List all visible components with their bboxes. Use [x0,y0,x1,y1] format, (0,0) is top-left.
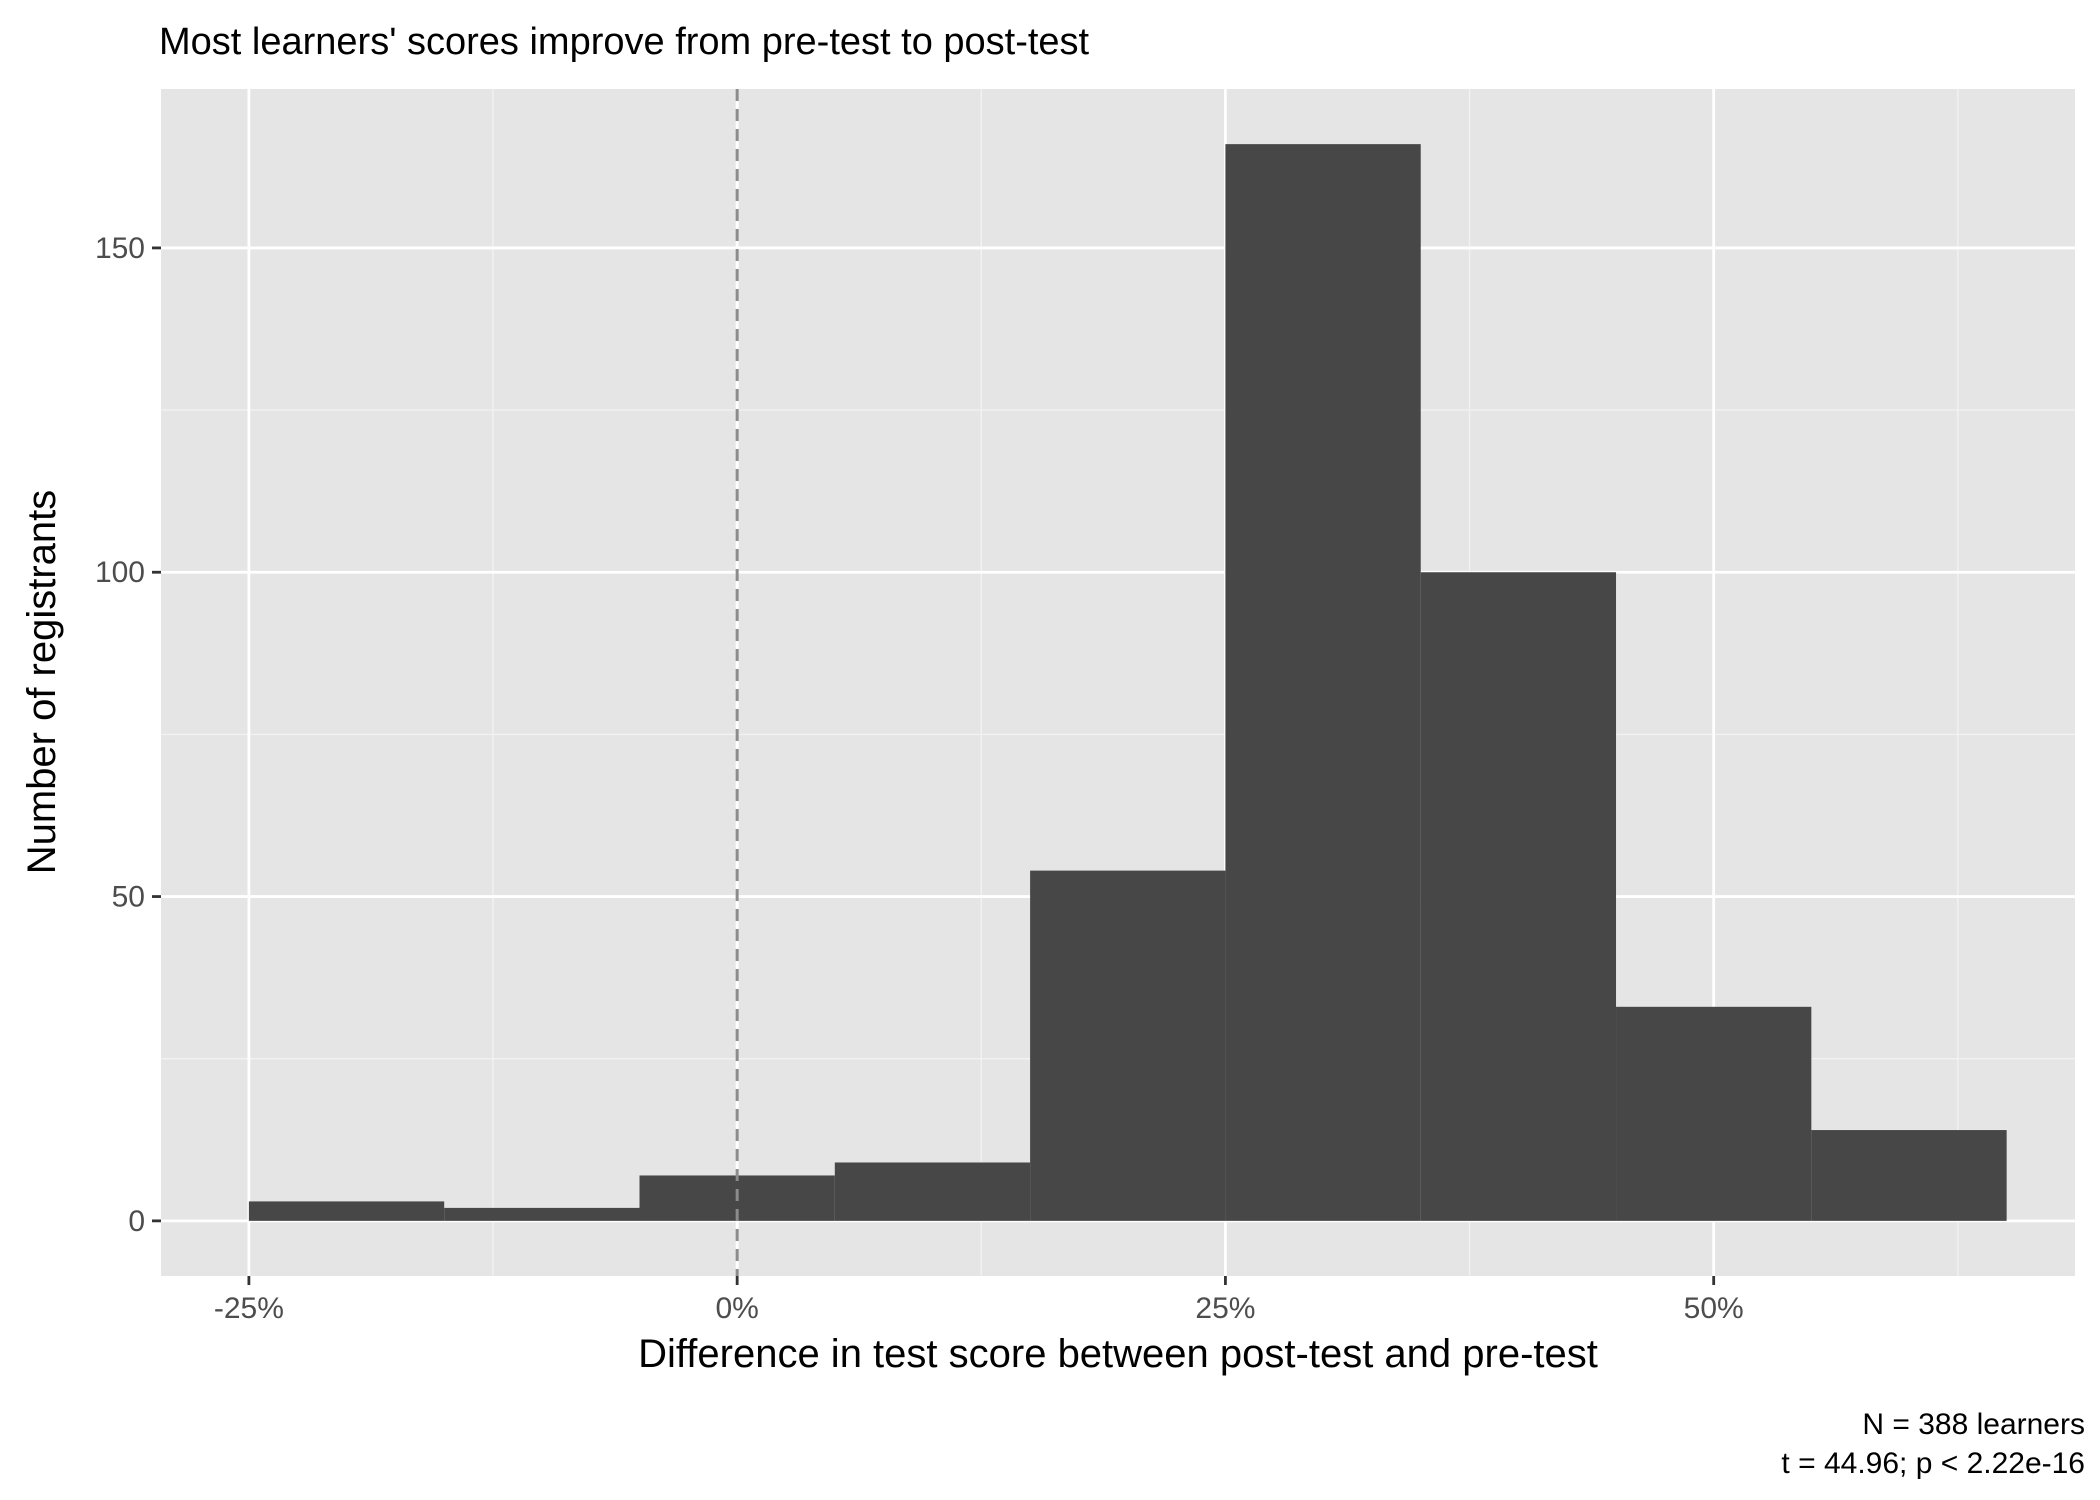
y-axis: 0 50 100 150 [95,232,161,1238]
y-tick-label: 50 [112,881,145,914]
y-tick-label: 150 [95,232,145,265]
x-tick-label: 50% [1684,1292,1744,1325]
histogram-bar-4 [834,1162,1031,1221]
x-axis: -25% 0% 25% 50% [214,1276,1744,1325]
histogram-bar-2 [444,1207,640,1221]
histogram-bar-9 [1811,1130,2007,1221]
y-tick-label: 0 [128,1205,145,1238]
caption-line-1: N = 388 learners [1862,1408,2085,1441]
histogram-bar-1 [248,1201,445,1221]
histogram-bar-8 [1616,1006,1812,1221]
x-tick-label: 25% [1195,1292,1255,1325]
x-tick-label: -25% [214,1292,284,1325]
x-tick-label: 0% [715,1292,758,1325]
chart-title: Most learners' scores improve from pre-t… [159,21,1090,63]
y-tick-label: 100 [95,556,145,589]
histogram-bar-7 [1420,572,1617,1221]
y-axis-title: Number of registrants [20,490,64,875]
histogram-bar-6 [1225,144,1421,1221]
histogram-bar-5 [1030,870,1226,1221]
x-axis-title: Difference in test score between post-te… [638,1332,1598,1376]
caption-line-2: t = 44.96; p < 2.22e-16 [1781,1447,2085,1480]
